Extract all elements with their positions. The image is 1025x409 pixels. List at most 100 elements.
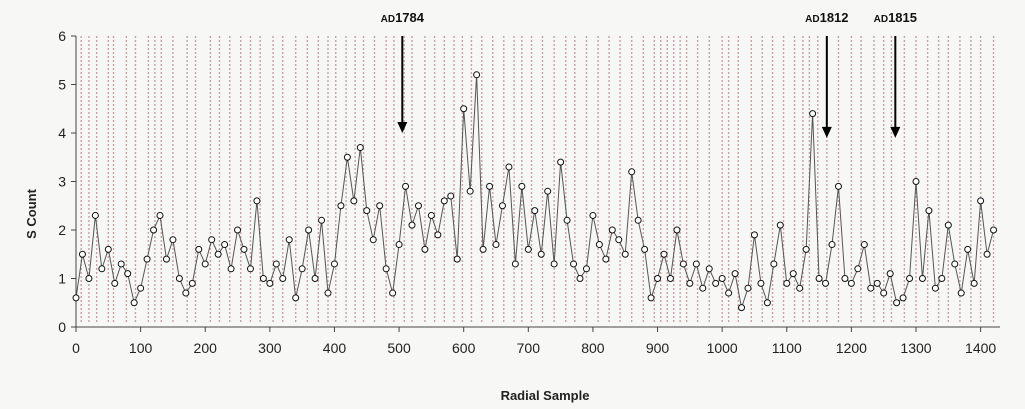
data-point [647,294,655,302]
data-point [279,275,287,282]
data-point [427,211,435,219]
x-axis-title: Radial Sample [501,388,590,403]
data-point [660,250,668,258]
annotation-arrow-head [821,126,832,138]
data-point [473,71,481,79]
annotation-arrow-head [397,122,408,133]
x-tick-label: 700 [517,340,541,356]
data-point [85,275,93,282]
annotation-year: 1815 [888,10,917,25]
x-ticks: 0 100 200 300 400 500 600 700 800 900 1000 1100 1200… [72,327,996,356]
data-point [705,265,713,273]
data-point [757,279,765,287]
data-point [318,216,326,224]
data-point [854,265,862,273]
data-point [899,294,907,302]
data-point [214,250,222,258]
data-point [440,197,448,205]
data-point [117,260,125,268]
data-point [938,275,946,282]
ring-boundary-lines [80,36,995,322]
data-point [796,284,804,292]
y-tick-label: 2 [58,222,66,238]
data-point [104,245,112,253]
data-point [169,236,177,244]
data-point [802,245,810,253]
data-point [931,284,939,292]
data-point [227,265,235,273]
data-point [201,260,209,268]
data-point [880,289,888,297]
series-polyline [75,74,995,310]
data-point [78,250,86,258]
data-point [150,226,158,234]
data-point [589,211,597,219]
data-point [666,275,674,282]
x-tick-label: 600 [452,340,476,356]
annotation-era-prefix: AD [805,14,819,25]
data-point [951,260,959,268]
data-point [240,245,248,253]
data-point [72,294,80,302]
data-point [634,216,642,224]
data-point [382,265,390,273]
data-point [860,241,868,249]
data-point [311,275,319,282]
annotation-label: AD1784 [381,10,425,25]
data-point [195,245,203,253]
annotation-year: 1812 [820,10,849,25]
data-point [498,202,506,210]
data-point [957,289,965,297]
data-point [750,231,758,239]
data-point [479,245,487,253]
data-point [137,284,145,292]
data-point [699,284,707,292]
data-point [162,255,170,263]
data-point [731,270,739,278]
data-point [234,226,242,234]
data-point [789,270,797,278]
data-point [763,299,771,307]
data-point [246,265,254,273]
data-point [744,284,752,292]
data-point [718,275,726,282]
y-tick-label: 3 [58,174,66,190]
data-point [776,221,784,229]
data-point [259,275,267,282]
data-point [91,211,99,219]
data-point [628,168,636,176]
data-point [531,207,539,215]
x-tick-label: 1400 [965,340,996,356]
x-tick-label: 1200 [836,340,867,356]
data-point [692,260,700,268]
data-point [847,279,855,287]
data-point [602,255,610,263]
data-point [466,187,474,195]
data-point [460,105,468,113]
data-point [725,289,733,297]
data-point [524,245,532,253]
x-tick-label: 400 [323,340,347,356]
data-point [990,226,998,234]
data-point [712,279,720,287]
data-point [175,275,183,282]
data-point [912,178,920,185]
x-tick-label: 300 [258,340,282,356]
data-point [621,250,629,258]
data-point [272,260,280,268]
data-point [608,226,616,234]
data-point [783,279,791,287]
x-tick-label: 200 [194,340,218,356]
annotation-arrow-head [890,126,901,138]
data-point [188,279,196,287]
data-point [738,304,746,312]
data-point [834,182,842,190]
data-point [292,294,300,302]
data-point [867,284,875,292]
data-point [841,275,849,282]
y-axis-title: S Count [24,188,39,238]
data-point [324,289,332,297]
data-point [511,260,519,268]
data-point [408,221,416,229]
